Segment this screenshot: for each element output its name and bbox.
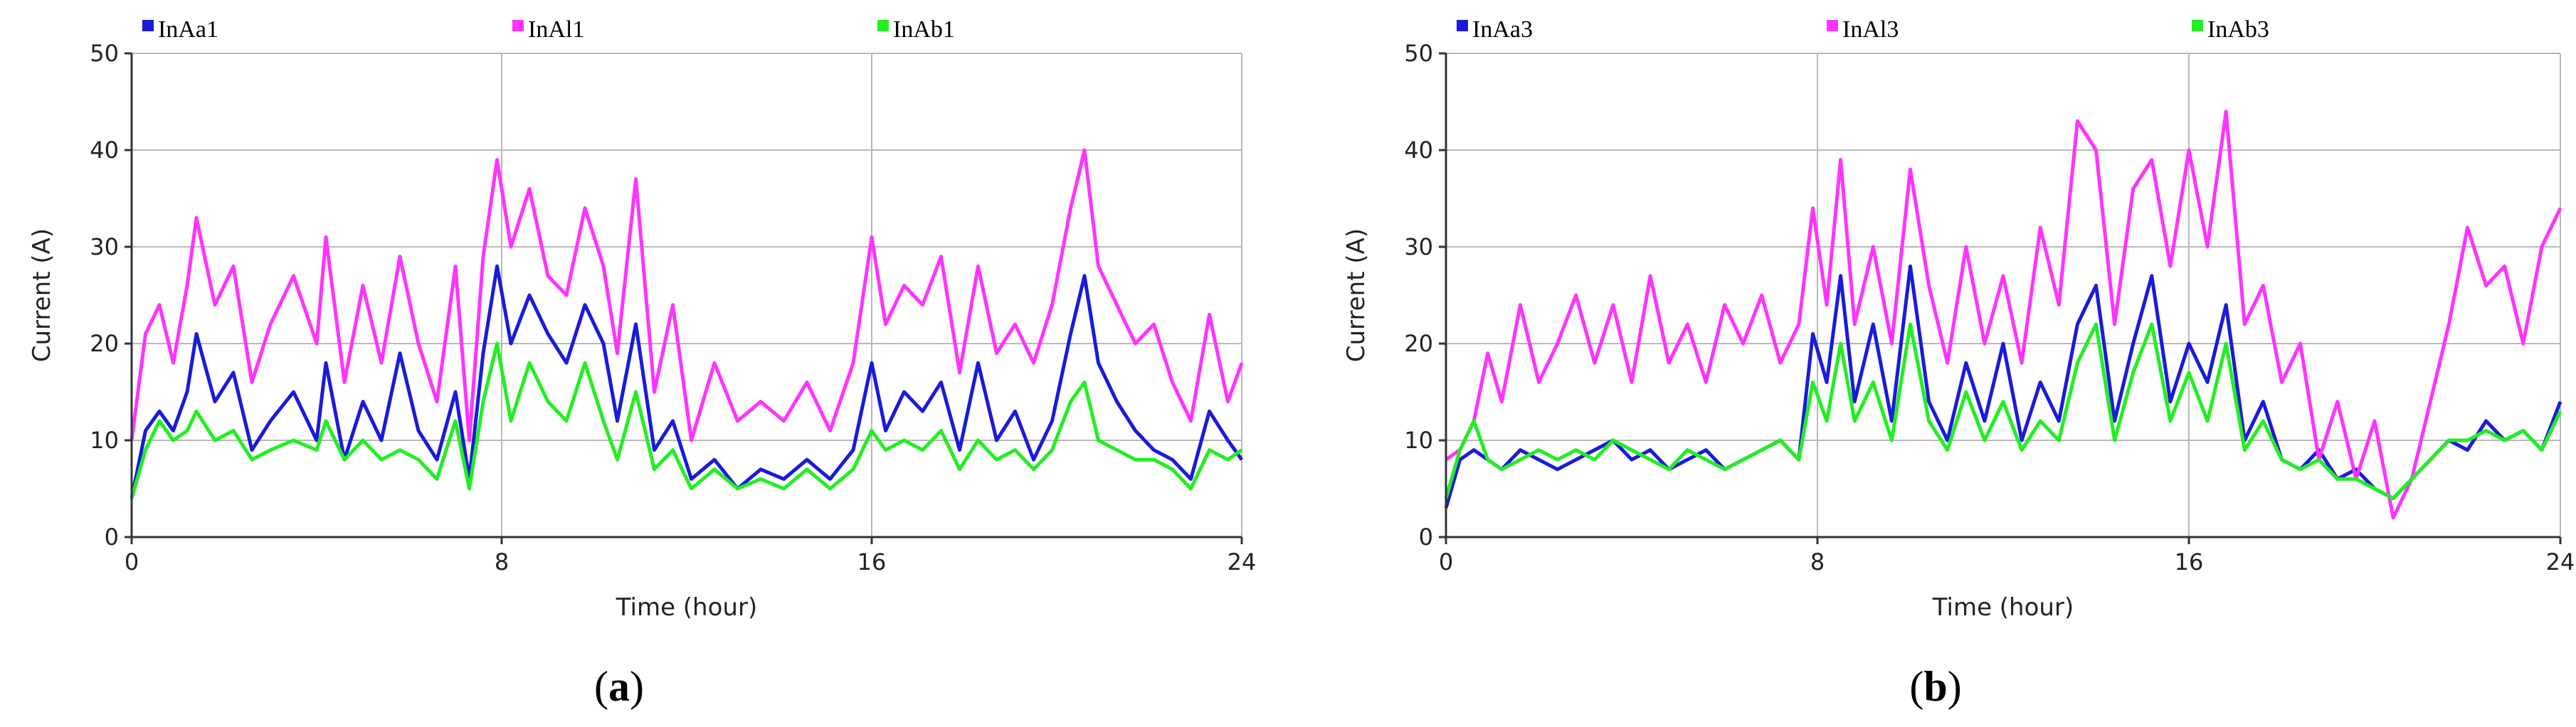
panel-a: 0 10 20 30 40 50 0 8 16 24 Time (hour) Current (A) I… [28, 16, 1256, 710]
y-axis-label: Current (A) [1342, 228, 1371, 362]
y-axis-label: Current (A) [28, 228, 56, 362]
y-tick-label: 30 [1404, 233, 1433, 260]
y-tick-label: 0 [105, 524, 119, 551]
legend-label-inab3: InAb3 [2207, 16, 2269, 43]
y-tick-label: 20 [1404, 330, 1433, 357]
legend-label-inab1: InAb1 [893, 16, 955, 43]
legend-swatch-inal1 [512, 20, 524, 31]
legend-label-inal3: InAl3 [1842, 16, 1899, 43]
panel-caption: (b) [1909, 663, 1961, 710]
panel-caption: (a) [594, 663, 644, 710]
panel-b: 0 10 20 30 40 50 0 8 16 24 Time (hour) Current (A) I… [1342, 16, 2575, 710]
x-axis-label: Time (hour) [616, 593, 757, 622]
x-tick-label: 8 [495, 548, 509, 575]
y-tick-label: 50 [1404, 40, 1433, 67]
x-tick-label: 8 [1810, 548, 1825, 575]
x-tick-label: 0 [1439, 548, 1453, 575]
y-tick-label: 40 [1404, 137, 1433, 164]
legend-swatch-inab3 [2192, 20, 2203, 31]
x-tick-label: 24 [2546, 548, 2575, 575]
series-line-inab1 [130, 341, 1243, 499]
y-tick-label: 40 [90, 137, 119, 164]
y-tick-label: 0 [1419, 524, 1433, 551]
legend-label-inaa1: InAa1 [158, 16, 218, 43]
legend-label-inal1: InAl1 [528, 16, 584, 43]
legend-swatch-inaa1 [142, 20, 154, 31]
series-line-inaa1 [130, 264, 1244, 499]
x-tick-label: 16 [2175, 548, 2204, 575]
x-tick-label: 16 [857, 548, 887, 575]
y-tick-label: 10 [90, 427, 119, 454]
series-line-inal1 [130, 148, 1244, 442]
y-tick-label: 10 [1404, 427, 1433, 454]
x-tick-label: 0 [125, 548, 139, 575]
y-tick-label: 50 [90, 40, 119, 67]
series-line-inab3 [1444, 322, 2562, 501]
y-tick-label: 30 [90, 233, 119, 260]
series-line-inaa3 [1444, 264, 2562, 509]
legend-swatch-inal3 [1827, 20, 1838, 31]
legend-swatch-inaa3 [1457, 20, 1468, 31]
x-axis-label: Time (hour) [1932, 593, 2074, 622]
y-tick-label: 20 [90, 330, 119, 357]
x-tick-label: 24 [1228, 548, 1257, 575]
legend-swatch-inab1 [877, 20, 889, 31]
legend-label-inaa3: InAa3 [1472, 16, 1533, 43]
series-line-inal3 [1445, 110, 2562, 520]
